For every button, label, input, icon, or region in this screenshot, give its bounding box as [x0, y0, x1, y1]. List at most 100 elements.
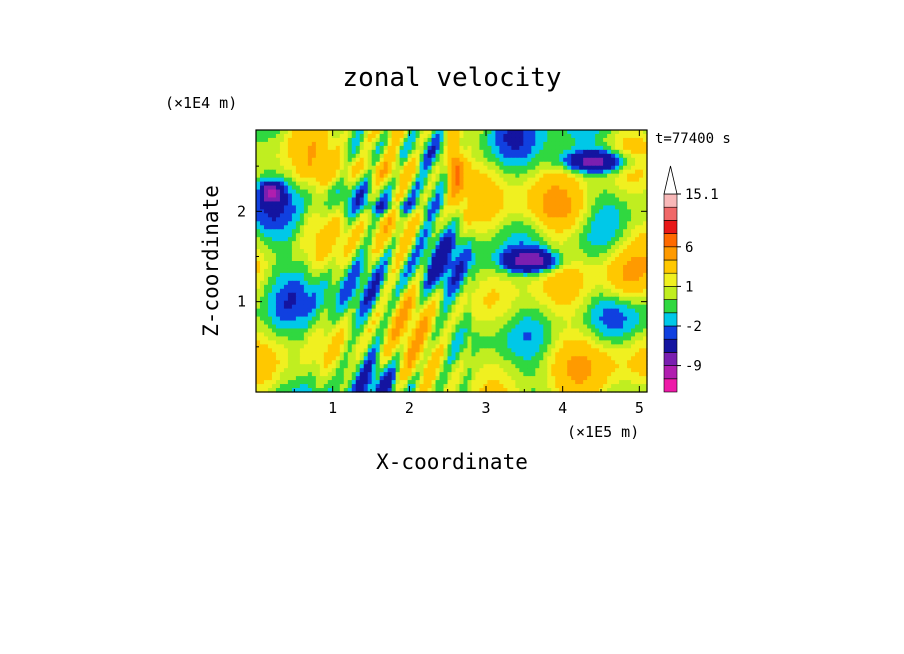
contour-cell [327, 213, 333, 218]
contour-cell [419, 157, 425, 163]
contour-cell [463, 201, 469, 207]
contour-cell [415, 245, 421, 250]
contour-cell [499, 189, 504, 195]
contour-cell [523, 316, 528, 322]
contour-cell [395, 197, 401, 203]
contour-cell [559, 149, 564, 155]
contour-cell [263, 201, 269, 207]
contour-cell [383, 201, 389, 207]
contour-cell [423, 296, 429, 302]
contour-cell [579, 268, 584, 274]
contour-cell [259, 276, 265, 282]
contour-cell [331, 153, 337, 159]
contour-cell [515, 193, 520, 199]
contour-cell [479, 173, 485, 179]
contour-cell [327, 173, 333, 179]
contour-cell [283, 324, 289, 330]
contour-cell [471, 288, 477, 294]
contour-cell [303, 173, 309, 179]
contour-cell [599, 284, 604, 290]
contour-cell [407, 249, 413, 254]
contour-cell [539, 221, 544, 226]
contour-cell [375, 201, 381, 207]
contour-cell [531, 229, 536, 234]
contour-cell [527, 130, 532, 135]
contour-cell [395, 272, 401, 278]
contour-cell [611, 324, 616, 330]
contour-cell [443, 189, 449, 195]
contour-cell [311, 165, 317, 171]
contour-cell [523, 141, 528, 147]
contour-cell [591, 312, 596, 318]
contour-cell [299, 241, 305, 246]
contour-cell [495, 133, 500, 139]
contour-cell [319, 217, 325, 222]
contour-cell [583, 145, 588, 151]
contour-cell [559, 229, 564, 234]
contour-cell [423, 145, 429, 151]
contour-cell [535, 209, 540, 214]
contour-cell [467, 280, 473, 286]
contour-cell [539, 193, 544, 199]
contour-cell [331, 237, 337, 242]
contour-cell [451, 209, 457, 214]
contour-cell [511, 264, 516, 270]
contour-cell [335, 221, 341, 226]
contour-cell [527, 133, 532, 139]
contour-cell [595, 312, 600, 318]
contour-cell [315, 288, 321, 294]
contour-cell [627, 133, 632, 139]
contour-cell [571, 237, 576, 242]
contour-cell [611, 141, 616, 147]
contour-cell [279, 201, 285, 207]
contour-cell [375, 157, 381, 163]
contour-cell [395, 241, 401, 246]
contour-cell [359, 189, 365, 195]
contour-cell [495, 145, 500, 151]
contour-cell [363, 137, 369, 143]
contour-cell [287, 328, 293, 334]
contour-cell [343, 245, 349, 250]
contour-cell [507, 225, 512, 230]
contour-cell [487, 320, 492, 326]
contour-cell [256, 221, 261, 226]
contour-cell [299, 157, 305, 163]
contour-cell [435, 157, 441, 163]
contour-cell [579, 137, 584, 143]
contour-cell [343, 268, 349, 274]
contour-cell [603, 304, 608, 310]
contour-cell [607, 324, 612, 330]
contour-cell [347, 237, 353, 242]
contour-cell [523, 201, 528, 207]
contour-cell [547, 233, 552, 238]
contour-cell [383, 276, 389, 282]
contour-cell [351, 205, 357, 210]
contour-cell [607, 233, 612, 238]
contour-cell [439, 145, 445, 151]
contour-cell [399, 189, 405, 195]
contour-cell [603, 233, 608, 238]
contour-cell [459, 169, 465, 175]
contour-cell [519, 328, 524, 334]
contour-cell [643, 316, 648, 322]
contour-cell [599, 253, 604, 258]
contour-cell [627, 197, 632, 203]
contour-cell [395, 249, 401, 254]
contour-cell [407, 320, 413, 326]
contour-cell [503, 229, 508, 234]
contour-cell [315, 292, 321, 298]
contour-cell [327, 225, 333, 230]
contour-cell [263, 189, 269, 195]
contour-cell [439, 288, 445, 294]
contour-cell [327, 292, 333, 298]
contour-cell [387, 177, 393, 183]
contour-cell [467, 181, 473, 187]
contour-cell [595, 264, 600, 270]
contour-cell [527, 201, 532, 207]
contour-cell [323, 153, 329, 159]
contour-cell [607, 189, 612, 195]
contour-cell [639, 205, 644, 210]
contour-cell [463, 169, 469, 175]
contour-cell [415, 316, 421, 322]
contour-cell [511, 253, 516, 258]
